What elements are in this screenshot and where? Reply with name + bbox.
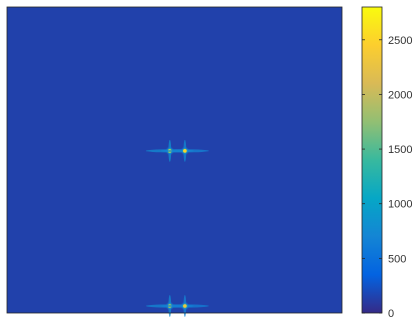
colorbar-bar (362, 7, 382, 313)
peak-core (183, 304, 187, 308)
colorbar: 0 500 1000 1500 2000 2500 (361, 6, 412, 320)
plot-frame (6, 6, 343, 314)
colorbar-frame (361, 6, 383, 314)
colorbar-ticks: 0 500 1000 1500 2000 2500 (362, 35, 412, 320)
heatmap-plot (6, 6, 343, 317)
colorbar-tick-label: 2500 (388, 35, 412, 47)
heatmap-background (7, 7, 342, 313)
colorbar-tick-label: 2000 (388, 89, 412, 101)
peak-core (183, 149, 187, 153)
colorbar-tick-label: 500 (388, 253, 406, 265)
heatmap-peak (160, 139, 209, 162)
colorbar-tick-label: 1500 (388, 144, 412, 156)
heatmap-peaks (145, 139, 209, 317)
colorbar-tick-label: 0 (388, 308, 394, 320)
heatmap-peak (160, 295, 209, 317)
colorbar-tick-label: 1000 (388, 199, 412, 211)
